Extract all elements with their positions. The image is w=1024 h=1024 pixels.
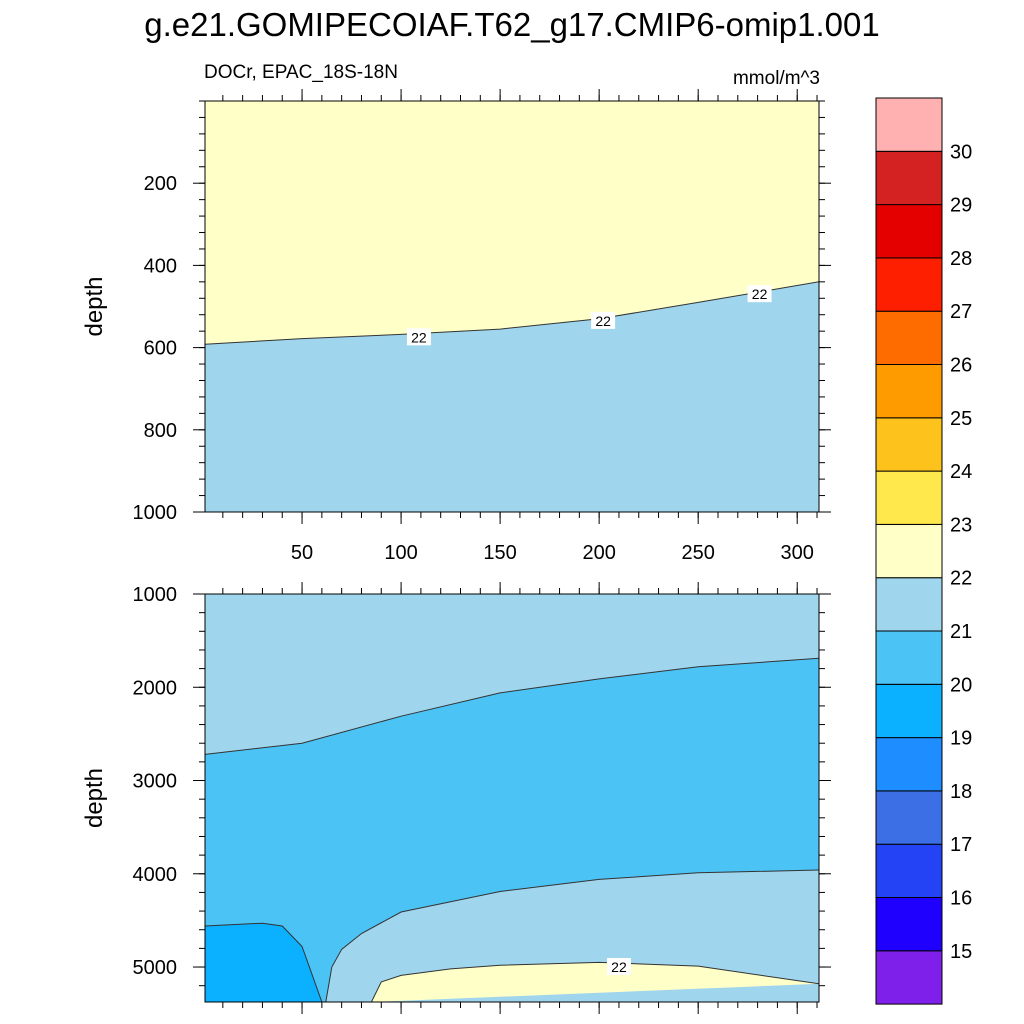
colorbar-label: 28 (950, 248, 972, 270)
colorbar-label: 16 (950, 888, 972, 910)
colorbar-swatch (875, 630, 943, 685)
colorbar-label: 30 (950, 141, 972, 163)
colorbar-swatch (875, 577, 943, 632)
colorbar-label: 18 (950, 781, 972, 803)
colorbar-label: 19 (950, 728, 972, 750)
y-tick-label: 1000 (133, 502, 178, 524)
y-tick-label: 3000 (133, 771, 178, 793)
plot-frame-lower (204, 593, 820, 1003)
colorbar-label: 17 (950, 834, 972, 856)
contour-label: 22 (752, 286, 768, 302)
y-tick-label: 800 (144, 420, 177, 442)
band-22-23-deep (371, 962, 819, 1002)
contour-label: 22 (611, 959, 627, 975)
band-22-23 (205, 101, 819, 345)
colorbar-swatch (875, 364, 943, 419)
band-21-22-upper (205, 594, 819, 755)
contour-line-22 (205, 281, 819, 345)
colorbar-swatch (875, 470, 943, 525)
contour-label: 22 (411, 329, 427, 345)
colorbar-swatch (875, 310, 943, 366)
colorbar-swatch (875, 737, 943, 792)
variable-label: DOCr, EPAC_18S-18N (204, 62, 398, 83)
chart-title: g.e21.GOMIPECOIAF.T62_g17.CMIP6-omip1.00… (144, 6, 880, 43)
y-axis-label: depth (81, 276, 108, 336)
colorbar-swatch (875, 683, 943, 739)
y-tick-label: 600 (144, 338, 177, 360)
colorbar-swatch (875, 417, 943, 472)
contour-label: 22 (595, 313, 611, 329)
y-tick-label: 200 (144, 173, 177, 195)
y-tick-label: 4000 (133, 864, 178, 886)
y-tick-label: 1000 (133, 584, 178, 606)
colorbar-swatch (875, 790, 943, 845)
colorbar-swatch (875, 257, 943, 312)
contour-label-bg (406, 328, 431, 346)
colorbar-swatch (875, 97, 943, 152)
contour-label-bg (606, 958, 631, 976)
contour-line-21-upper (205, 657, 819, 755)
colorbar-swatch (875, 843, 943, 899)
colorbar-label: 24 (950, 461, 972, 483)
colorbar-label: 20 (950, 674, 972, 696)
y-tick-label: 5000 (133, 957, 178, 979)
x-tick-label: 50 (291, 542, 313, 564)
colorbar-label: 22 (950, 568, 972, 590)
colorbar-label: 21 (950, 621, 972, 643)
y-tick-label: 400 (144, 255, 177, 277)
colorbar-label: 29 (950, 195, 972, 217)
contour-label-bg (591, 311, 616, 329)
units-label: mmol/m^3 (732, 68, 820, 89)
colorbar-label: 23 (950, 514, 972, 536)
x-tick-label: 150 (483, 542, 516, 564)
x-tick-label: 250 (681, 542, 714, 564)
x-tick-label: 200 (582, 542, 615, 564)
x-tick-label: 100 (384, 542, 417, 564)
band-19-20-pocket (205, 922, 323, 1002)
colorbar-label: 26 (950, 355, 972, 377)
colorbar-label: 27 (950, 301, 972, 323)
colorbar-swatch (875, 950, 943, 1005)
colorbar-label: 15 (950, 941, 972, 963)
x-tick-label: 300 (781, 542, 814, 564)
panel-fills-upper (205, 101, 819, 512)
colorbar-label: 25 (950, 408, 972, 430)
plot-frame-upper (204, 100, 820, 513)
contour-line-22-deep (370, 961, 819, 1002)
colorbar-swatch (875, 204, 943, 259)
contour-line-21-deep (325, 869, 819, 1002)
y-tick-label: 2000 (133, 677, 178, 699)
colorbar-swatch (875, 150, 943, 206)
contour-label-bg (747, 285, 772, 303)
panel-fills-lower (205, 594, 819, 1002)
colorbar-swatch (875, 897, 943, 952)
y-axis-label: depth (81, 768, 108, 828)
colorbar-swatch (875, 523, 943, 579)
